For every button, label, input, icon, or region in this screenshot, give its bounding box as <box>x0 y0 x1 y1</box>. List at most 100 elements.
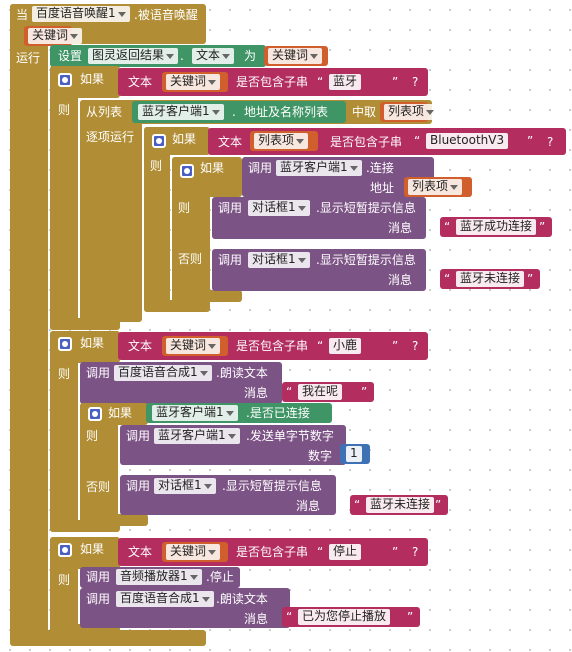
if-block-bottom <box>172 290 242 302</box>
quote-close: ” <box>527 134 534 148</box>
component-dropdown[interactable]: 蓝牙客户端1 <box>152 405 238 421</box>
component-dropdown[interactable]: 音频播放器1 <box>116 569 202 585</box>
block-label: 调用 <box>126 479 151 493</box>
component-dropdown[interactable]: 蓝牙客户端1 <box>154 428 240 444</box>
dropdown-arrow <box>166 54 175 59</box>
variable-dropdown[interactable]: 关键词 <box>28 28 83 44</box>
dropdown-arrow <box>426 110 435 115</box>
then-label: 则 <box>58 573 71 587</box>
component-dropdown[interactable]: 蓝牙客户端1 <box>276 160 362 176</box>
block-label: 消息 <box>388 221 413 235</box>
then-label: 则 <box>178 201 191 215</box>
block-label: 调用 <box>86 570 111 584</box>
dropdown-arrow <box>450 185 459 190</box>
else-label: 否则 <box>86 480 111 494</box>
quote-close: ” <box>435 498 442 512</box>
variable-dropdown[interactable]: 关键词 <box>166 74 221 90</box>
block-label: .朗读文本 <box>216 592 268 606</box>
block-label: 地址 <box>370 181 395 195</box>
dropdown-arrow <box>117 12 126 17</box>
component-dropdown[interactable]: 百度语音合成1 <box>116 591 214 607</box>
component-dropdown[interactable]: 对话框1 <box>248 200 310 216</box>
variable-dropdown[interactable]: 列表项 <box>384 104 439 120</box>
contains-label: 是否包含子串 <box>236 339 309 353</box>
if-label: 如果 <box>80 72 105 86</box>
variable-dropdown[interactable]: 列表项 <box>408 179 463 195</box>
block-label: 逐项运行 <box>86 130 135 144</box>
component-dropdown[interactable]: 百度语音合成1 <box>114 365 212 381</box>
block-label: .发送单字节数字 <box>246 429 334 443</box>
dropdown-arrow <box>349 166 358 171</box>
block-label: 地址及名称列表 <box>244 105 329 119</box>
variable-dropdown[interactable]: 关键词 <box>166 544 221 560</box>
else-label: 否则 <box>178 252 203 266</box>
if-label: 如果 <box>172 132 197 146</box>
dropdown-arrow <box>189 575 198 580</box>
then-label: 则 <box>150 159 163 173</box>
method-block <box>212 197 426 239</box>
block-label: .是否已连接 <box>246 406 310 420</box>
dropdown-arrow <box>222 54 231 59</box>
event-arm <box>10 4 48 644</box>
component-dropdown[interactable]: 图灵返回结果 <box>88 48 179 64</box>
component-dropdown[interactable]: 对话框1 <box>248 252 310 268</box>
block-label: 调用 <box>86 366 111 380</box>
dropdown-arrow <box>208 550 217 555</box>
quote-open: “ <box>286 610 293 624</box>
dropdown-arrow <box>203 484 212 489</box>
block-label: .连接 <box>366 161 394 175</box>
component-dropdown[interactable]: 对话框1 <box>154 478 216 494</box>
block-label: 消息 <box>296 499 321 513</box>
variable-dropdown[interactable]: 关键词 <box>166 338 221 354</box>
block-label: .显示短暂提示信息 <box>222 479 322 493</box>
if-block-bottom <box>144 300 210 312</box>
block-label: 当 <box>16 8 29 22</box>
variable-dropdown[interactable]: 列表项 <box>254 133 309 149</box>
quote-open: “ <box>444 220 451 234</box>
component-dropdown[interactable]: 百度语音唤醒1 <box>32 6 130 22</box>
block-label: 从列表 <box>86 105 123 119</box>
dropdown-arrow <box>297 206 306 211</box>
string-value: 蓝牙 <box>329 74 362 90</box>
string-value: 停止 <box>329 544 362 560</box>
block-label: .停止 <box>206 570 234 584</box>
gear-center <box>62 341 68 347</box>
number-value: 1 <box>346 446 362 462</box>
text-label: 文本 <box>128 75 153 89</box>
quote-close: ” <box>539 220 546 234</box>
method-block <box>212 249 426 291</box>
string-value: 已为您停止播放 <box>298 609 391 625</box>
block-label: 数字 <box>308 449 333 463</box>
quote-close: ” <box>361 385 368 399</box>
if-block-arm <box>50 331 78 532</box>
block-label: 设置 <box>58 49 83 63</box>
property-dropdown[interactable]: 文本 <box>192 48 235 64</box>
block-label: .朗读文本 <box>216 366 268 380</box>
variable-dropdown[interactable]: 关键词 <box>268 48 323 64</box>
if-block-bottom <box>80 514 148 526</box>
quote-close: ” <box>392 339 399 353</box>
dropdown-arrow <box>201 597 210 602</box>
block-label: . <box>232 105 236 119</box>
text-label: 文本 <box>128 545 153 559</box>
block-label: 中取 <box>352 105 377 119</box>
quote-open: “ <box>444 272 451 286</box>
quote-close: ” <box>407 610 414 624</box>
dropdown-arrow <box>227 434 236 439</box>
text-label: 文本 <box>128 339 153 353</box>
dropdown-arrow <box>199 371 208 376</box>
block-label: 消息 <box>388 273 413 287</box>
contains-label: 是否包含子串 <box>236 545 309 559</box>
block-label: 调用 <box>218 201 243 215</box>
block-label: 消息 <box>244 612 269 626</box>
string-value: 我在呢 <box>298 384 343 400</box>
if-label: 如果 <box>80 542 105 556</box>
block-label: . <box>180 49 184 63</box>
if-label: 如果 <box>200 161 225 175</box>
component-dropdown[interactable]: 蓝牙客户端1 <box>138 104 224 120</box>
question-mark: ? <box>412 75 419 89</box>
contains-label: 是否包含子串 <box>236 75 309 89</box>
block-label: 调用 <box>86 592 111 606</box>
block-label: 调用 <box>126 429 151 443</box>
dropdown-arrow <box>310 54 319 59</box>
